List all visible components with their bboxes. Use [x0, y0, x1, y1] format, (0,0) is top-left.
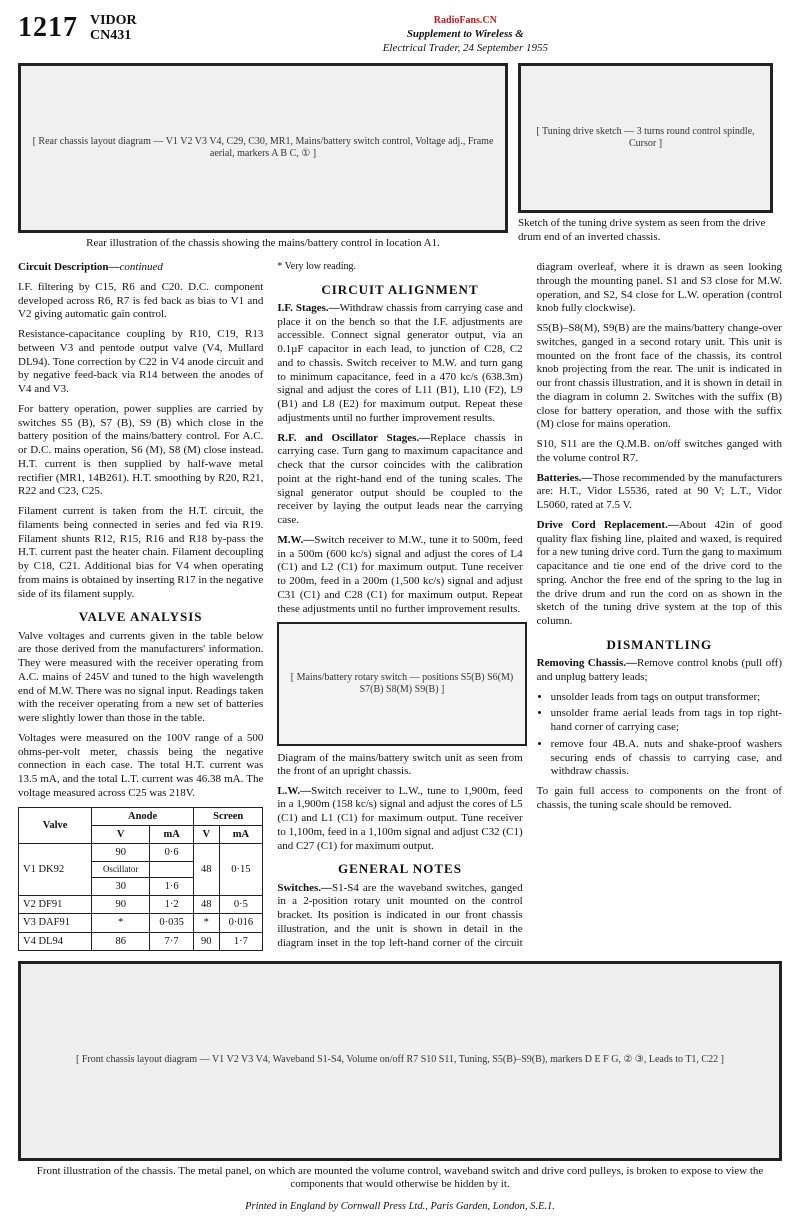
- circuit-desc-p1: I.F. filtering by C15, R6 and C20. D.C. …: [18, 281, 263, 322]
- watermark: RadioFans.CN: [434, 15, 497, 26]
- switch-unit-diagram: [ Mains/battery rotary switch — position…: [277, 622, 526, 746]
- valve-analysis-heading: VALVE ANALYSIS: [18, 609, 263, 625]
- pub-line-1: Supplement to Wireless &: [407, 28, 524, 40]
- dism-removing: Removing Chassis.—Remove control knobs (…: [537, 657, 782, 685]
- tuning-drive-sketch: [ Tuning drive sketch — 3 turns round co…: [518, 63, 773, 213]
- list-item: unsolder leads from tags on output trans…: [551, 691, 782, 705]
- general-notes-heading: GENERAL NOTES: [277, 861, 522, 877]
- circuit-alignment-heading: CIRCUIT ALIGNMENT: [277, 282, 522, 298]
- switch-diagram-caption: Diagram of the mains/battery switch unit…: [277, 752, 522, 778]
- table-row: V3 DAF91 * 0·035 * 0·016: [19, 914, 263, 932]
- front-chassis-diagram: [ Front chassis layout diagram — V1 V2 V…: [18, 961, 782, 1161]
- list-item: unsolder frame aerial leads from tags in…: [551, 707, 782, 735]
- table-row: V4 DL94 86 7·7 90 1·7: [19, 932, 263, 950]
- rear-diagram-caption: Rear illustration of the chassis showing…: [18, 237, 508, 251]
- tuning-sketch-caption: Sketch of the tuning drive system as see…: [518, 217, 782, 245]
- rear-chassis-diagram: [ Rear chassis layout diagram — V1 V2 V3…: [18, 63, 508, 233]
- rf-stages-para: R.F. and Oscillator Stages.—Replace chas…: [277, 432, 522, 528]
- page-header: 1217 VIDOR CN431 RadioFans.CN Supplement…: [18, 14, 782, 55]
- table-row: V1 DK92 90 0·6 48 0·15: [19, 843, 263, 861]
- top-diagram-row: [ Rear chassis layout diagram — V1 V2 V3…: [18, 63, 782, 251]
- printer-line: Printed in England by Cornwall Press Ltd…: [18, 1200, 782, 1213]
- th-anode: Anode: [92, 807, 194, 825]
- dism-p2: To gain full access to components on the…: [537, 785, 782, 813]
- gn-s10: S10, S11 are the Q.M.B. on/off switches …: [537, 438, 782, 466]
- th-valve: Valve: [19, 807, 92, 843]
- circuit-desc-p4: Filament current is taken from the H.T. …: [18, 505, 263, 601]
- model-block: VIDOR CN431: [90, 14, 137, 43]
- circuit-desc-p3: For battery operation, power supplies ar…: [18, 403, 263, 499]
- th-screen-ma: mA: [219, 825, 263, 843]
- gn-s5: S5(B)–S8(M), S9(B) are the mains/battery…: [537, 322, 782, 432]
- valve-analysis-p2: Voltages were measured on the 100V range…: [18, 732, 263, 801]
- circuit-desc-p2: Resistance-capacitance coupling by R10, …: [18, 328, 263, 397]
- th-anode-ma: mA: [150, 825, 194, 843]
- body-columns: Circuit Description—continued I.F. filte…: [18, 261, 782, 951]
- mw-para: M.W.—Switch receiver to M.W., tune it to…: [277, 534, 522, 617]
- valve-analysis-p1: Valve voltages and currents given in the…: [18, 630, 263, 726]
- model-number: CN431: [90, 29, 137, 44]
- lw-para: L.W.—Switch receiver to L.W., tune to 1,…: [277, 785, 522, 854]
- th-screen: Screen: [194, 807, 263, 825]
- dismantling-list: unsolder leads from tags on output trans…: [551, 691, 782, 780]
- table-footnote: * Very low reading.: [277, 261, 522, 274]
- th-anode-v: V: [92, 825, 150, 843]
- if-stages-para: I.F. Stages.—Withdraw chassis from carry…: [277, 302, 522, 426]
- list-item: remove four 4B.A. nuts and shake-proof w…: [551, 738, 782, 779]
- gn-drivecord: Drive Cord Replacement.—About 42in of go…: [537, 519, 782, 629]
- brand: VIDOR: [90, 14, 137, 29]
- dismantling-heading: DISMANTLING: [537, 637, 782, 653]
- table-row: V2 DF91 90 1·2 48 0·5: [19, 896, 263, 914]
- th-screen-v: V: [194, 825, 219, 843]
- front-diagram-caption: Front illustration of the chassis. The m…: [18, 1165, 782, 1193]
- publication-header: RadioFans.CN Supplement to Wireless & El…: [149, 14, 782, 55]
- issue-number: 1217: [18, 14, 78, 42]
- valve-table: Valve Anode Screen V mA V mA V1 DK92 90 …: [18, 807, 263, 951]
- gn-batteries: Batteries.—Those recommended by the manu…: [537, 472, 782, 513]
- circuit-desc-heading: Circuit Description—continued: [18, 261, 263, 275]
- pub-line-2: Electrical Trader, 24 September 1955: [383, 42, 548, 54]
